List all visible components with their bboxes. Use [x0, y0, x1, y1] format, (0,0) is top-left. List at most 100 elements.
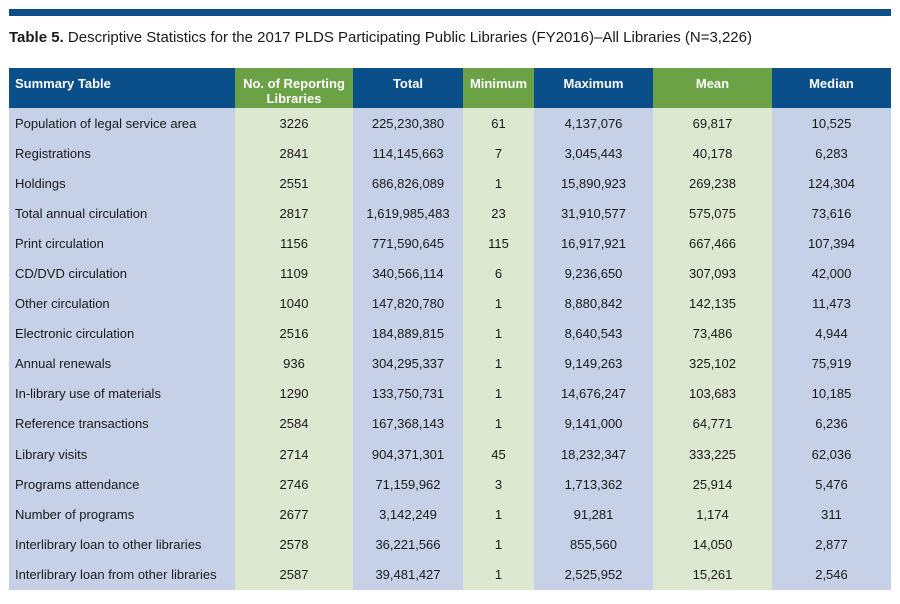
median-cell: 2,546: [772, 559, 891, 590]
maximum-cell: 9,141,000: [534, 408, 653, 440]
minimum-cell: 6: [463, 258, 534, 289]
median-cell: 62,036: [772, 439, 891, 470]
median-cell: 311: [772, 499, 891, 530]
total-cell: 771,590,645: [353, 228, 463, 259]
row-label-cell: Reference transactions: [9, 408, 235, 440]
total-cell: 1,619,985,483: [353, 198, 463, 229]
row-label-cell: Holdings: [9, 168, 235, 199]
total-cell: 114,145,663: [353, 138, 463, 169]
minimum-cell: 1: [463, 288, 534, 319]
reporting-libraries-cell: 2714: [235, 439, 353, 470]
total-cell: 36,221,566: [353, 529, 463, 560]
table-caption: Table 5. Descriptive Statistics for the …: [9, 29, 891, 46]
maximum-cell: 855,560: [534, 529, 653, 560]
table-row: In-library use of materials 1290 133,750,7…: [9, 378, 891, 409]
table-row: Print circulation 1156 771,590,645 115 16,91…: [9, 228, 891, 259]
median-cell: 42,000: [772, 258, 891, 289]
table-row: Interlibrary loan to other libraries 2578…: [9, 529, 891, 560]
row-label-cell: Population of legal service area: [9, 108, 235, 139]
row-label-cell: Registrations: [9, 138, 235, 169]
mean-cell: 103,683: [653, 378, 772, 409]
total-cell: 184,889,815: [353, 318, 463, 349]
median-cell: 6,283: [772, 138, 891, 169]
minimum-cell: 1: [463, 168, 534, 199]
header-reporting-libraries: No. of Reporting Libraries: [235, 68, 353, 108]
median-cell: 73,616: [772, 198, 891, 229]
table-row: Electronic circulation 2516 184,889,815 1 8,…: [9, 318, 891, 349]
maximum-cell: 3,045,443: [534, 138, 653, 169]
table-row: Programs attendance 2746 71,159,962 3 1,713,…: [9, 469, 891, 500]
row-label-cell: Print circulation: [9, 228, 235, 259]
maximum-cell: 2,525,952: [534, 559, 653, 590]
row-label-cell: Annual renewals: [9, 348, 235, 379]
table-row: Total annual circulation 2817 1,619,985,48…: [9, 198, 891, 229]
median-cell: 4,944: [772, 318, 891, 349]
total-cell: 340,566,114: [353, 258, 463, 289]
minimum-cell: 61: [463, 108, 534, 139]
total-cell: 686,826,089: [353, 168, 463, 199]
reporting-libraries-cell: 2677: [235, 499, 353, 530]
reporting-libraries-cell: 2578: [235, 529, 353, 560]
total-cell: 133,750,731: [353, 378, 463, 409]
mean-cell: 333,225: [653, 439, 772, 470]
maximum-cell: 16,917,921: [534, 228, 653, 259]
header-minimum: Minimum: [463, 68, 534, 108]
total-cell: 3,142,249: [353, 499, 463, 530]
mean-cell: 325,102: [653, 348, 772, 379]
mean-cell: 142,135: [653, 288, 772, 319]
reporting-libraries-cell: 1109: [235, 258, 353, 289]
table-row: Library visits 2714 904,371,301 45 18,232,34…: [9, 439, 891, 470]
reporting-libraries-cell: 2516: [235, 318, 353, 349]
minimum-cell: 23: [463, 198, 534, 229]
table-row: CD/DVD circulation 1109 340,566,114 6 9,236,…: [9, 258, 891, 289]
maximum-cell: 9,236,650: [534, 258, 653, 289]
total-cell: 167,368,143: [353, 408, 463, 440]
header-mean: Mean: [653, 68, 772, 108]
minimum-cell: 3: [463, 469, 534, 500]
caption-text: Descriptive Statistics for the 2017 PLDS…: [67, 29, 752, 46]
median-cell: 2,877: [772, 529, 891, 560]
mean-cell: 64,771: [653, 408, 772, 440]
table-row: Population of legal service area 3226 225,…: [9, 108, 891, 139]
minimum-cell: 1: [463, 559, 534, 590]
header-maximum: Maximum: [534, 68, 653, 108]
row-label-cell: Interlibrary loan from other libraries: [9, 559, 235, 590]
row-label-cell: Other circulation: [9, 288, 235, 319]
median-cell: 10,185: [772, 378, 891, 409]
maximum-cell: 1,713,362: [534, 469, 653, 500]
minimum-cell: 7: [463, 138, 534, 169]
median-cell: 124,304: [772, 168, 891, 199]
row-label-cell: Programs attendance: [9, 469, 235, 500]
mean-cell: 269,238: [653, 168, 772, 199]
maximum-cell: 31,910,577: [534, 198, 653, 229]
minimum-cell: 115: [463, 228, 534, 259]
median-cell: 5,476: [772, 469, 891, 500]
reporting-libraries-cell: 3226: [235, 108, 353, 139]
row-label-cell: Total annual circulation: [9, 198, 235, 229]
maximum-cell: 4,137,076: [534, 108, 653, 139]
minimum-cell: 1: [463, 408, 534, 440]
header-summary-table: Summary Table: [9, 68, 235, 108]
reporting-libraries-cell: 2587: [235, 559, 353, 590]
row-label-cell: Library visits: [9, 439, 235, 470]
maximum-cell: 91,281: [534, 499, 653, 530]
reporting-libraries-cell: 2746: [235, 469, 353, 500]
maximum-cell: 15,890,923: [534, 168, 653, 199]
mean-cell: 575,075: [653, 198, 772, 229]
table-row: Annual renewals 936 304,295,337 1 9,149,263 3…: [9, 348, 891, 379]
maximum-cell: 8,880,842: [534, 288, 653, 319]
mean-cell: 69,817: [653, 108, 772, 139]
minimum-cell: 1: [463, 378, 534, 409]
mean-cell: 25,914: [653, 469, 772, 500]
mean-cell: 40,178: [653, 138, 772, 169]
total-cell: 147,820,780: [353, 288, 463, 319]
table-row: Holdings 2551 686,826,089 1 15,890,923 269,23…: [9, 168, 891, 199]
maximum-cell: 14,676,247: [534, 378, 653, 409]
reporting-libraries-cell: 2841: [235, 138, 353, 169]
mean-cell: 14,050: [653, 529, 772, 560]
total-cell: 225,230,380: [353, 108, 463, 139]
row-label-cell: Interlibrary loan to other libraries: [9, 529, 235, 560]
caption-label: Table 5.: [9, 29, 64, 46]
reporting-libraries-cell: 2584: [235, 408, 353, 440]
median-cell: 107,394: [772, 228, 891, 259]
